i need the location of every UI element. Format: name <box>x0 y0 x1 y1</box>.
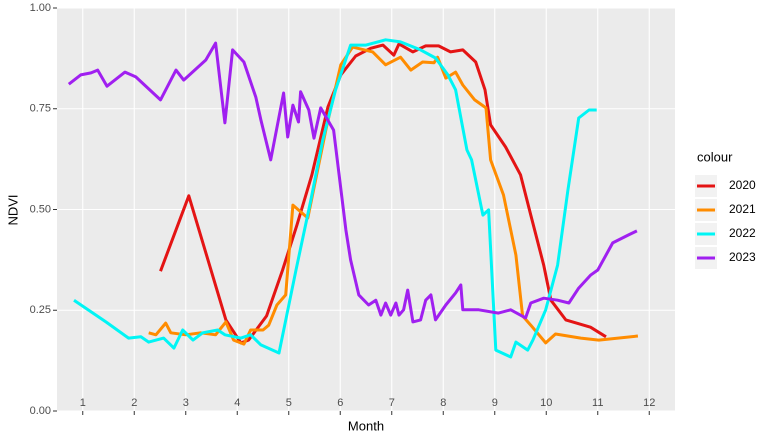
legend-label: 2020 <box>729 178 756 192</box>
series-line <box>73 38 597 359</box>
y-tick-label: 1.00 <box>30 2 51 14</box>
y-tick-label: 0.00 <box>30 405 51 417</box>
legend-label: 2021 <box>729 202 756 216</box>
x-tick-label: 5 <box>286 397 292 409</box>
x-tick-label: 10 <box>540 397 552 409</box>
series-line <box>67 41 638 324</box>
x-tick-label: 3 <box>183 397 189 409</box>
y-tick-label: 0.75 <box>30 103 51 115</box>
x-tick-label: 7 <box>389 397 395 409</box>
y-tick-label: 0.50 <box>30 203 51 215</box>
x-tick-label: 4 <box>234 397 240 409</box>
legend-label: 2022 <box>729 226 756 240</box>
legend-label: 2023 <box>729 250 756 264</box>
x-tick-label: 2 <box>131 397 137 409</box>
x-tick-label: 1 <box>80 397 86 409</box>
x-tick-label: 9 <box>492 397 498 409</box>
x-tick-label: 11 <box>592 397 603 409</box>
x-axis-title: Month <box>348 418 384 433</box>
legend-title: colour <box>697 149 733 164</box>
x-tick-label: 12 <box>643 397 655 409</box>
series-line <box>148 45 639 346</box>
x-tick-label: 8 <box>440 397 446 409</box>
y-axis-title: NDVI <box>5 194 20 225</box>
x-tick-label: 6 <box>337 397 343 409</box>
y-tick-label: 0.25 <box>30 304 51 316</box>
series-line <box>159 42 607 345</box>
